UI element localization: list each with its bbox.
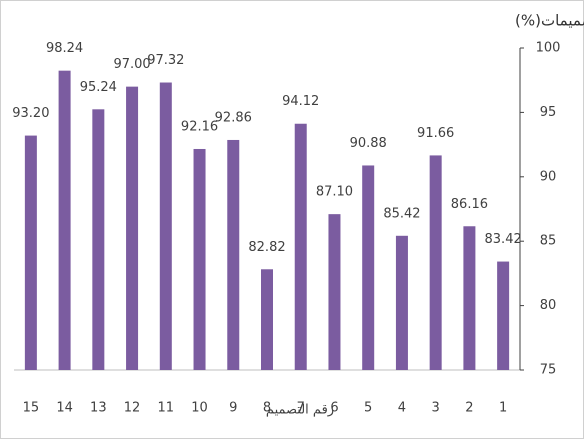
x-tick-label: 10 [191,401,208,416]
bar [159,82,172,370]
data-label: 97.32 [147,53,184,68]
bar [294,123,307,370]
data-label: 97.00 [113,57,150,72]
bar [126,86,139,370]
bar [497,261,510,370]
y-tick-label: 85 [540,234,557,249]
x-tick-label: 8 [263,401,271,416]
bar [463,226,476,370]
x-tick-label: 3 [432,401,440,416]
bar [429,155,442,370]
bar [227,139,240,370]
bar [261,269,273,370]
y-tick-label: 75 [540,363,557,378]
bar [362,165,375,370]
data-label: 85.42 [383,206,420,221]
y-tick-label: 100 [536,41,561,56]
x-tick-label: 5 [364,401,372,416]
data-label: 94.12 [282,94,319,109]
data-label: 98.24 [46,41,83,56]
data-label: 92.86 [215,110,252,125]
x-tick-label: 15 [23,401,40,416]
x-tick-label: 11 [158,401,175,416]
data-label: 82.82 [248,240,285,255]
chart-title: المتوسط الوزني لدرجات تقييم المحكمين للت… [515,12,584,31]
bar [193,148,206,370]
bar [58,70,71,371]
data-label: 95.24 [80,80,117,95]
bar [92,109,105,370]
data-label: 92.16 [181,119,218,134]
bar [328,214,341,370]
data-label: 91.66 [417,126,454,141]
bar [24,135,37,370]
x-tick-label: 14 [56,401,73,416]
data-label: 93.20 [12,106,49,121]
x-axis-title: رقم التصميم [266,403,334,418]
data-label: 90.88 [350,136,387,151]
x-tick-label: 13 [90,401,107,416]
y-tick-label: 80 [540,298,557,313]
x-tick-label: 12 [124,401,141,416]
bar [395,235,408,370]
x-tick-label: 1 [499,401,507,416]
x-tick-label: 7 [297,401,305,416]
y-tick-label: 95 [540,105,557,120]
data-label: 86.16 [451,197,488,212]
x-tick-label: 9 [229,401,237,416]
x-tick-label: 4 [398,401,406,416]
data-label: 87.10 [316,185,353,200]
x-tick-label: 2 [465,401,473,416]
x-tick-label: 6 [330,401,338,416]
data-label: 83.42 [485,232,522,247]
y-tick-label: 90 [540,169,557,184]
